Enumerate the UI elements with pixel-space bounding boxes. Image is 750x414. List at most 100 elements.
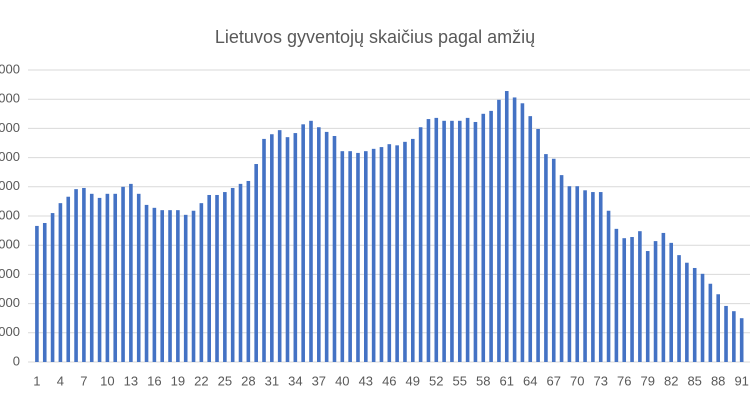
x-tick-label: 61 [500,373,514,388]
bar [35,225,39,362]
bar [121,186,125,362]
bar [692,267,697,362]
bar [497,99,501,362]
x-tick-label: 64 [523,373,537,388]
bar [371,148,376,362]
bar [700,273,705,362]
bar [606,210,611,362]
x-tick-label: 70 [570,373,584,388]
bar [105,193,110,362]
bar [191,210,196,362]
y-tick-label: 15000 [0,266,20,281]
bar [97,197,102,362]
bar [183,214,188,362]
x-tick-label: 16 [147,373,161,388]
bar [669,242,674,362]
bar [309,120,313,362]
bar [254,164,258,362]
bar [176,210,180,362]
x-tick-label: 49 [406,373,420,388]
y-tick-label: 30000 [0,178,20,193]
x-tick-label: 58 [476,373,490,388]
bar [277,130,282,362]
x-tick-label: 10 [100,373,114,388]
bar [653,241,658,362]
bar [223,192,227,362]
x-tick-label: 34 [288,373,302,388]
bar [379,147,384,362]
bar [442,120,446,362]
x-tick-label: 85 [687,373,701,388]
x-tick-label: 31 [265,373,279,388]
x-tick-label: 91 [734,373,748,388]
bar [144,204,149,362]
x-tick-label: 37 [312,373,326,388]
x-tick-label: 40 [335,373,349,388]
bar [512,97,517,362]
bar [536,128,540,362]
bar [246,180,251,362]
bar [520,103,525,363]
bar [638,231,642,362]
bar [317,127,321,363]
bar [293,133,298,362]
y-tick-label: 40000 [0,120,20,135]
bar [168,210,172,362]
bar [465,117,470,362]
x-tick-label: 22 [194,373,208,388]
bar [661,232,666,362]
bar [395,145,399,362]
bar [489,110,493,362]
x-tick-label: 7 [80,373,87,388]
bar [457,120,462,362]
bar [410,138,415,362]
bar [403,141,407,362]
bar [567,186,572,362]
bar [450,120,454,362]
bar [136,193,141,362]
x-tick-label: 28 [241,373,255,388]
y-tick-label: 10000 [0,295,20,310]
bar [74,189,78,362]
bar [340,151,345,362]
bar [426,119,431,362]
bar [708,283,713,362]
x-tick-label: 43 [359,373,373,388]
bar [82,187,86,362]
bar [199,203,204,362]
bar [418,127,423,363]
bar [622,238,627,362]
chart-title: Lietuvos gyventojų skaičius pagal amžių [215,27,535,47]
bar [348,151,352,362]
x-tick-label: 4 [57,373,64,388]
x-tick-label: 13 [124,373,138,388]
bar [238,183,243,362]
bar [160,210,165,362]
x-tick-label: 55 [453,373,467,388]
y-tick-label: 25000 [0,207,20,222]
bar [66,196,71,362]
x-tick-label: 88 [711,373,725,388]
bar [481,113,486,362]
bar [262,138,266,362]
bar [645,251,650,362]
bar [559,175,564,362]
bar [285,137,290,362]
bar [473,121,478,362]
bar [575,186,580,362]
bar [724,305,728,362]
bar [324,131,329,362]
bar [630,237,634,362]
x-tick-label: 73 [593,373,607,388]
bar [332,135,337,362]
x-tick-label: 82 [664,373,678,388]
bar [89,193,94,362]
bar [356,152,360,362]
y-tick-label: 20000 [0,237,20,252]
y-tick-label: 5000 [0,324,20,339]
bar [583,190,587,362]
bar [230,187,235,362]
bar [42,223,47,362]
bar [685,262,689,362]
